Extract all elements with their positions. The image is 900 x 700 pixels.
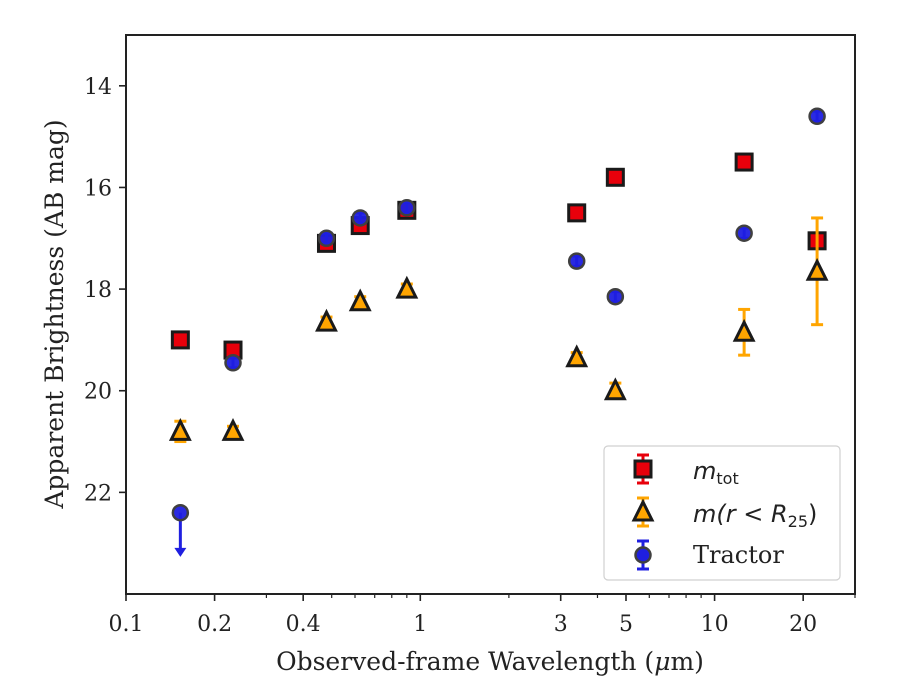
x-tick-label: 20 [789, 612, 817, 637]
data-point-triangle [603, 377, 627, 401]
data-point-circle [808, 107, 826, 126]
data-point-square [567, 203, 587, 223]
data-point-circle [567, 252, 586, 270]
legend-entry-m-r25: m(r < R25) [631, 496, 817, 531]
legend-marker-circle [634, 539, 652, 571]
y-tick-label: 20 [84, 380, 112, 405]
data-point-square [734, 152, 754, 172]
x-tick-label: 1 [413, 612, 427, 637]
data-point-square [605, 167, 625, 187]
x-tick-label: 5 [619, 612, 633, 637]
y-tick-label: 14 [84, 75, 112, 100]
data-point-circle [398, 199, 416, 217]
data-point-circle [171, 503, 190, 522]
legend-label-tractor: Tractor [693, 541, 784, 569]
marks-layer [168, 107, 829, 557]
data-point-triangle [395, 275, 419, 299]
legend: mtot m(r < R25) Tractor [603, 445, 841, 581]
legend-entry-tractor: Tractor [634, 539, 784, 571]
y-axis-title: Apparent Brightness (AB mag) [40, 119, 69, 509]
series-triangle [168, 216, 829, 444]
data-point-circle [606, 287, 625, 306]
x-tick-label: 0.1 [109, 612, 144, 637]
data-point-triangle [732, 318, 756, 342]
x-tick-label: 0.2 [197, 612, 232, 637]
data-point-square [170, 330, 190, 350]
legend-label-m-r25: m(r < R25) [693, 500, 817, 531]
legend-marker-square [633, 453, 653, 485]
data-point-circle [735, 224, 753, 242]
y-tick-label: 16 [84, 176, 112, 201]
legend-marker-triangle [631, 496, 655, 528]
data-point-circle [224, 354, 242, 372]
data-point-triangle [565, 344, 589, 368]
data-point-circle [317, 229, 336, 248]
legend-label-m-tot: mtot [693, 457, 739, 488]
x-axis-title: Observed-frame Wavelength (μm) [276, 647, 704, 676]
legend-entry-m-tot: mtot [633, 453, 739, 488]
upper-limit-arrowhead [174, 547, 187, 557]
data-point-triangle [315, 308, 338, 332]
x-tick-label: 3 [554, 612, 568, 637]
data-point-triangle [348, 288, 372, 312]
data-point-triangle [221, 418, 245, 441]
legend-box [603, 445, 841, 581]
series-square [170, 152, 827, 360]
data-point-circle [351, 209, 369, 227]
x-tick-label: 10 [701, 612, 729, 637]
y-tick-label: 18 [84, 278, 112, 303]
series-circle [171, 107, 826, 557]
data-point-triangle [168, 418, 192, 441]
data-point-triangle [805, 257, 829, 281]
ticks-layer: 0.1 0.2 0.4 1 3 5 10 20 14 16 18 20 22 [84, 75, 856, 637]
y-tick-label: 22 [84, 481, 112, 506]
x-tick-label: 0.4 [286, 612, 321, 637]
plot-frame [125, 34, 856, 595]
